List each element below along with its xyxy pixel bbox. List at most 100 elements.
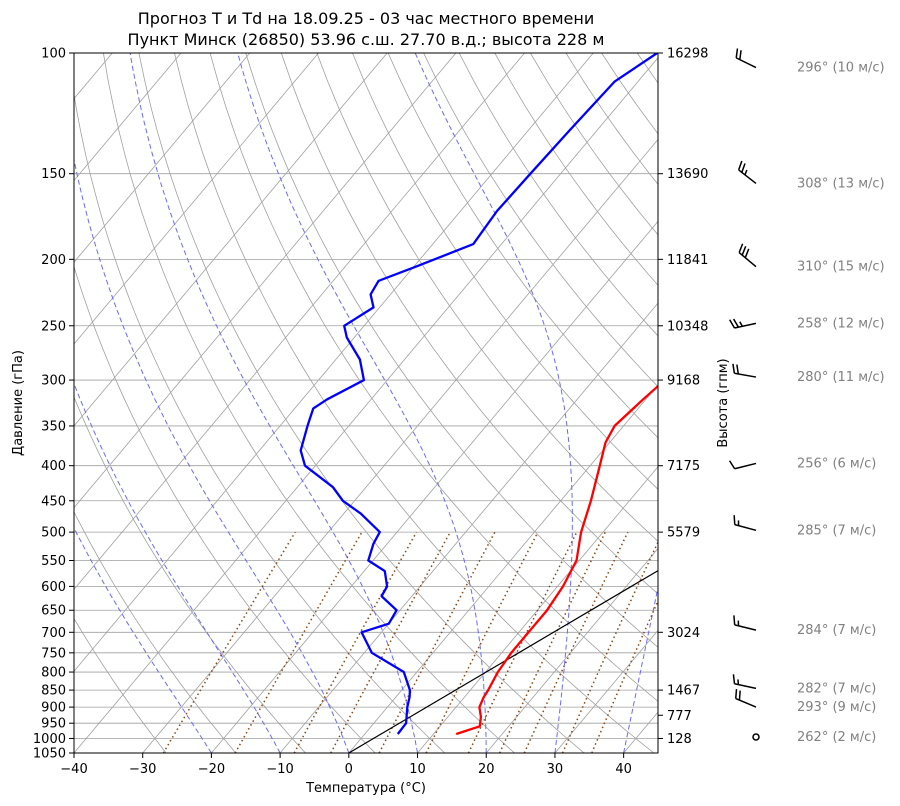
background-lines: [74, 53, 900, 753]
height-tick-label: 777: [667, 709, 692, 724]
dry-adiabat-line: [636, 53, 658, 84]
pressure-tick-label: 800: [41, 666, 66, 681]
moist-adiabat-line: [129, 53, 418, 753]
barb-flag: [741, 246, 747, 256]
height-tick-label: 16298: [667, 47, 708, 62]
pressure-tick-label: 300: [41, 374, 66, 389]
y-axis-label: Давление (гПа): [11, 350, 26, 456]
barb-flag: [729, 319, 736, 329]
mixing-ratio-line: [378, 531, 496, 753]
plot-frame: [73, 52, 659, 754]
dewpoint-profile-line: [299, 53, 658, 735]
x-tick-label: −20: [198, 762, 225, 777]
axis-ticks: −40 −30 −20 −10 0 10 20 30 40 100 150 200 250 300 350 4…: [33, 47, 708, 778]
dry-adiabat-line: [352, 53, 658, 490]
x-tick-label: −40: [60, 762, 87, 777]
mixing-ratio-line: [162, 531, 296, 753]
x-tick-label: 0: [345, 762, 353, 777]
pressure-tick-label: 950: [41, 717, 66, 732]
x-tick-label: −30: [129, 762, 156, 777]
pressure-tick-label: 250: [41, 319, 66, 334]
pressure-tick-label: 600: [41, 580, 66, 595]
x-tick-label: −10: [266, 762, 293, 777]
height-tick-label: 3024: [667, 626, 700, 641]
chart-subtitle: Пункт Минск (26850) 53.96 с.ш. 27.70 в.д…: [128, 30, 605, 49]
pressure-tick-label: 200: [41, 253, 66, 268]
height-tick-label: 7175: [667, 459, 700, 474]
wind-barb: [729, 318, 757, 329]
dry-adiabat-line: [74, 265, 376, 753]
height-tick-label: 10348: [667, 319, 708, 334]
dry-adiabat-line: [601, 53, 658, 135]
wind-label: 310° (15 м/с): [797, 260, 885, 275]
barb-flag: [744, 248, 750, 258]
barb-flag: [736, 364, 740, 375]
wind-label: 308° (13 м/с): [797, 176, 885, 191]
dry-adiabat-line: [673, 53, 900, 753]
pressure-tick-label: 650: [41, 604, 66, 619]
wind-barb: [735, 48, 757, 69]
pressure-tick-label: 150: [41, 167, 66, 182]
mixing-ratio-line: [467, 531, 578, 753]
pressure-tick-label: 550: [41, 554, 66, 569]
dry-adiabat-line: [209, 53, 658, 702]
isotherm-line: [623, 711, 658, 753]
pressure-tick-label: 750: [41, 646, 66, 661]
height-tick-label: 9168: [667, 374, 700, 389]
wind-label: 280° (11 м/с): [797, 370, 885, 385]
chart-title: Прогноз T и Td на 18.09.25 - 03 час мест…: [138, 9, 594, 28]
wind-label: 282° (7 м/с): [797, 681, 876, 696]
wind-barb: [733, 515, 757, 532]
pressure-tick-label: 1050: [33, 747, 66, 762]
wind-barb: [752, 733, 760, 741]
barb-staff: [734, 462, 757, 470]
wind-label: 284° (7 м/с): [797, 623, 876, 638]
barb-flag: [739, 50, 742, 60]
dry-adiabat-line: [103, 53, 515, 753]
x-tick-label: 20: [478, 762, 495, 777]
dry-adiabat-line: [74, 92, 446, 753]
height-tick-label: 11841: [667, 253, 708, 268]
pressure-tick-label: 400: [41, 459, 66, 474]
isotherm-line: [211, 220, 658, 753]
isotherm-line: [74, 53, 594, 672]
dry-adiabat-line: [744, 53, 900, 753]
wind-barb: [735, 688, 757, 708]
dry-adiabat-line: [280, 53, 658, 595]
pressure-tick-label: 100: [41, 47, 66, 62]
pressure-tick-label: 350: [41, 419, 66, 434]
barb-flag: [737, 160, 743, 171]
x-tick-label: 10: [409, 762, 426, 777]
moist-adiabat-line: [74, 157, 350, 753]
wind-label: 285° (7 м/с): [797, 523, 876, 538]
parcel-line: [348, 569, 658, 753]
barb-flag: [735, 688, 738, 699]
dry-adiabat-line: [74, 511, 237, 753]
x-tick-label: 40: [615, 762, 632, 777]
isotherm-line: [74, 53, 251, 263]
mixing-ratio-line: [498, 531, 606, 753]
isotherm-line: [142, 138, 658, 753]
wind-label: 256° (6 м/с): [797, 456, 876, 471]
pressure-tick-label: 450: [41, 494, 66, 509]
barb-flag: [741, 163, 746, 173]
dry-adiabat-line: [458, 53, 658, 337]
pressure-tick-label: 900: [41, 701, 66, 716]
isotherm-line: [348, 384, 658, 753]
wind-barb: [738, 243, 757, 268]
dry-adiabat-line: [74, 396, 306, 753]
mixing-ratio-line: [234, 531, 363, 753]
barb-flag: [733, 515, 736, 525]
isotherm-line: [74, 53, 182, 182]
moist-adiabat-line: [74, 382, 281, 753]
moist-adiabat-line: [74, 526, 212, 753]
wind-barb: [733, 615, 757, 631]
moist-adiabat-line: [414, 53, 573, 753]
dry-adiabat-line: [245, 53, 658, 648]
height-tick-label: 128: [667, 732, 692, 747]
dry-adiabat-line: [565, 53, 658, 185]
dry-adiabat-line: [423, 53, 658, 388]
isotherm-line: [74, 53, 388, 427]
isotherm-line: [74, 57, 658, 753]
